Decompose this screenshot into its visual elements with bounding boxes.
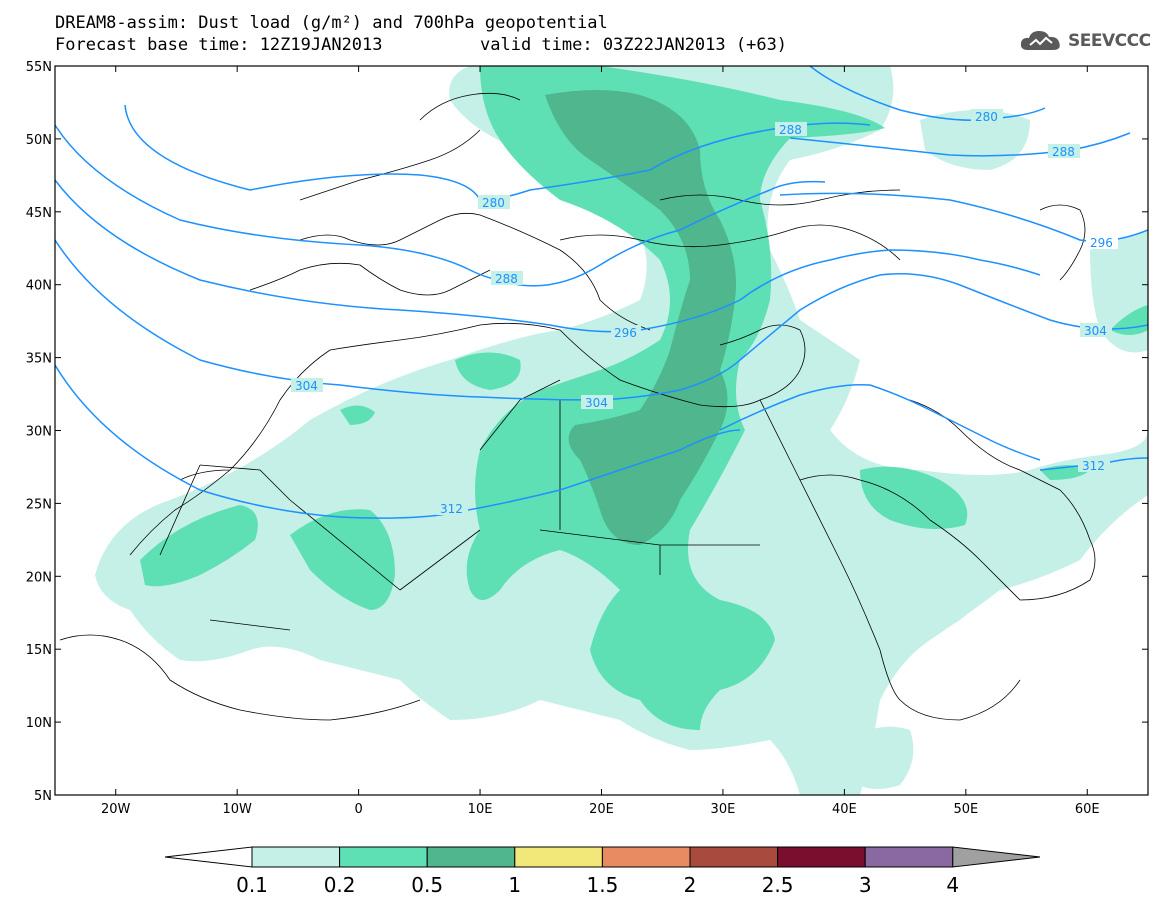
lon-tick-label: 10E	[468, 802, 493, 817]
colorbar-lower-arrow	[164, 846, 253, 868]
lon-tick-label: 20W	[101, 802, 131, 817]
contour-288-east	[789, 132, 1131, 157]
lat-tick-label: 50N	[26, 133, 52, 148]
lon-tick-label: 20E	[589, 802, 614, 817]
colorbar-segment	[864, 846, 954, 868]
lat-tick-label: 40N	[26, 279, 52, 294]
colorbar-segment	[514, 846, 603, 868]
colorbar-segment	[689, 846, 779, 868]
contour-label: 288	[495, 272, 518, 286]
dust-band-0.1-sudan	[850, 726, 914, 789]
lat-tick-label: 45N	[26, 206, 52, 221]
contour-label: 304	[295, 379, 318, 393]
colorbar-label: 0.1	[236, 873, 268, 897]
colorbar-label: 0.5	[411, 873, 443, 897]
longitude-axis: 20W 10W 0 10E 20E 30E 40E 50E 60E	[101, 66, 1100, 817]
contour-label: 280	[975, 110, 998, 124]
cloud-logo-icon	[1020, 31, 1060, 50]
valid-time: valid time: 03Z22JAN2013 (+63)	[480, 35, 788, 55]
colorbar-label: 1	[508, 873, 521, 897]
colorbar-label: 1.5	[586, 873, 618, 897]
lat-tick-label: 5N	[34, 789, 52, 804]
contour-label: 296	[1090, 236, 1113, 250]
contour-312	[55, 364, 741, 519]
lon-tick-label: 60E	[1075, 802, 1100, 817]
lon-tick-label: 0	[354, 802, 362, 817]
dust-band-0.1-arabia	[900, 560, 987, 630]
dust-shading	[95, 66, 1148, 795]
colorbar-label: 2.5	[762, 873, 794, 897]
forecast-base-time: Forecast base time: 12Z19JAN2013	[55, 35, 383, 55]
dust-band-0.5	[545, 90, 736, 545]
colorbar: 0.1 0.2 0.5 1 1.5 2 2.5 3 4	[164, 846, 1041, 897]
contour-label: 296	[614, 326, 637, 340]
dust-band-0.2-sahara-west	[140, 505, 258, 587]
colorbar-label: 0.2	[324, 873, 356, 897]
contour-304	[55, 239, 1148, 401]
lat-tick-label: 15N	[26, 643, 52, 658]
coastlines	[59, 92, 1096, 721]
seevccc-logo: SEEVCCC	[1018, 26, 1158, 56]
lon-tick-label: 50E	[953, 802, 978, 817]
contour-label: 312	[440, 502, 463, 516]
contour-labels: 280 288 296 304 312 288 280 288 296 304 …	[291, 109, 1118, 516]
contour-296-east	[779, 192, 1148, 242]
contour-label: 288	[1052, 145, 1075, 159]
colorbar-segment	[251, 846, 341, 868]
contour-label: 312	[1082, 459, 1105, 473]
dust-band-0.2-libya	[455, 352, 521, 390]
colorbar-segment	[426, 846, 516, 868]
dust-band-0.2-iran	[1110, 305, 1148, 335]
dust-band-0.2-algeria	[340, 405, 375, 425]
lat-tick-label: 35N	[26, 352, 52, 367]
colorbar-label: 2	[684, 873, 697, 897]
contour-label: 304	[1084, 324, 1107, 338]
colorbar-segment	[777, 846, 866, 868]
contour-280-east	[809, 66, 1046, 121]
colorbar-segment	[339, 846, 428, 868]
dust-band-0.2-arabia	[860, 466, 968, 529]
colorbar-label: 3	[859, 873, 872, 897]
lat-tick-label: 30N	[26, 425, 52, 440]
dust-band-0.2-sahara-mid	[290, 509, 395, 610]
lon-tick-label: 30E	[711, 802, 736, 817]
colorbar-segment	[601, 846, 691, 868]
contour-296	[55, 179, 1041, 333]
contour-304-arabia	[719, 383, 1041, 461]
contour-label: 304	[585, 396, 608, 410]
lat-tick-label: 10N	[26, 716, 52, 731]
logo-text: SEEVCCC	[1068, 31, 1151, 51]
colorbar-label: 4	[946, 873, 959, 897]
map-title: DREAM8-assim: Dust load (g/m²) and 700hP…	[55, 13, 608, 33]
lat-tick-label: 20N	[26, 570, 52, 585]
lat-tick-label: 55N	[26, 60, 52, 75]
lat-tick-label: 25N	[26, 497, 52, 512]
lon-tick-label: 40E	[832, 802, 857, 817]
contour-label: 288	[779, 123, 802, 137]
lon-tick-label: 10W	[222, 802, 252, 817]
colorbar-upper-arrow	[952, 846, 1041, 868]
latitude-axis: 55N 50N 45N 40N 35N 30N 25N 20N 15N 10N 5N	[26, 60, 1148, 804]
contour-label: 280	[482, 196, 505, 210]
